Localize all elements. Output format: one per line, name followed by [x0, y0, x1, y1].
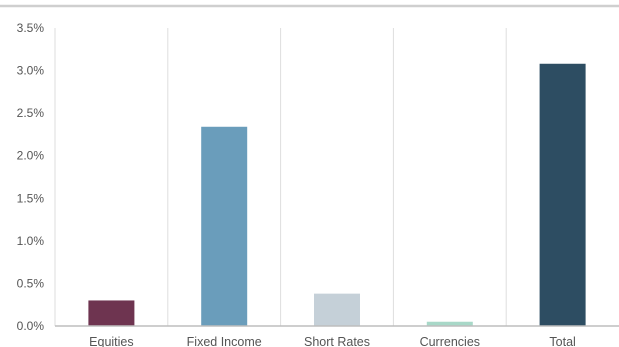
- y-tick-label: 3.0%: [17, 64, 45, 78]
- bar-currencies: [426, 321, 473, 326]
- x-tick-label-fixed-income: Fixed Income: [187, 335, 262, 347]
- y-tick-label: 2.0%: [17, 149, 45, 163]
- x-tick-label-short-rates: Short Rates: [304, 335, 370, 347]
- bars: [88, 63, 586, 326]
- y-tick-label: 1.0%: [17, 234, 45, 248]
- y-tick-label: 2.5%: [17, 106, 45, 120]
- y-tick-label: 3.5%: [17, 21, 45, 35]
- x-tick-label-currencies: Currencies: [420, 335, 480, 347]
- x-axis: Equities Fixed Income Short Rates Currencie…: [89, 335, 576, 347]
- bar-total: [539, 63, 586, 326]
- y-tick-label: 0.5%: [17, 276, 45, 290]
- x-tick-label-total: Total: [549, 335, 575, 347]
- y-axis: 0.0% 0.5% 1.0% 1.5% 2.0% 2.5% 3.0% 3.5%: [17, 21, 45, 333]
- y-tick-label: 1.5%: [17, 191, 45, 205]
- bar-fixed-income: [201, 126, 248, 326]
- bar-equities: [88, 300, 135, 326]
- y-tick-label: 0.0%: [17, 319, 45, 333]
- category-separators: [54, 28, 507, 326]
- bar-short-rates: [314, 293, 360, 326]
- x-tick-label-equities: Equities: [89, 335, 133, 347]
